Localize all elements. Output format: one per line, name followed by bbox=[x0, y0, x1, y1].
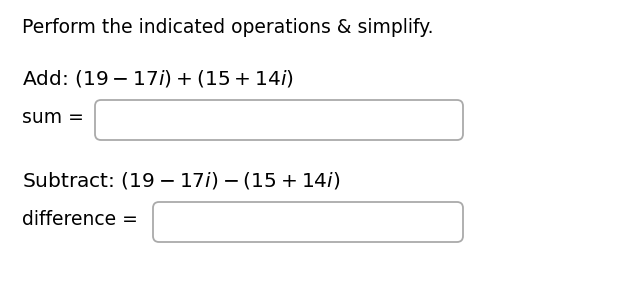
Text: difference =: difference = bbox=[22, 210, 138, 229]
Text: Perform the indicated operations & simplify.: Perform the indicated operations & simpl… bbox=[22, 18, 434, 37]
Text: sum =: sum = bbox=[22, 108, 84, 127]
Text: Add: $(19 - 17i) + (15 + 14i)$: Add: $(19 - 17i) + (15 + 14i)$ bbox=[22, 68, 294, 89]
FancyBboxPatch shape bbox=[95, 100, 463, 140]
Text: Subtract: $(19 - 17i) - (15 + 14i)$: Subtract: $(19 - 17i) - (15 + 14i)$ bbox=[22, 170, 341, 191]
FancyBboxPatch shape bbox=[153, 202, 463, 242]
